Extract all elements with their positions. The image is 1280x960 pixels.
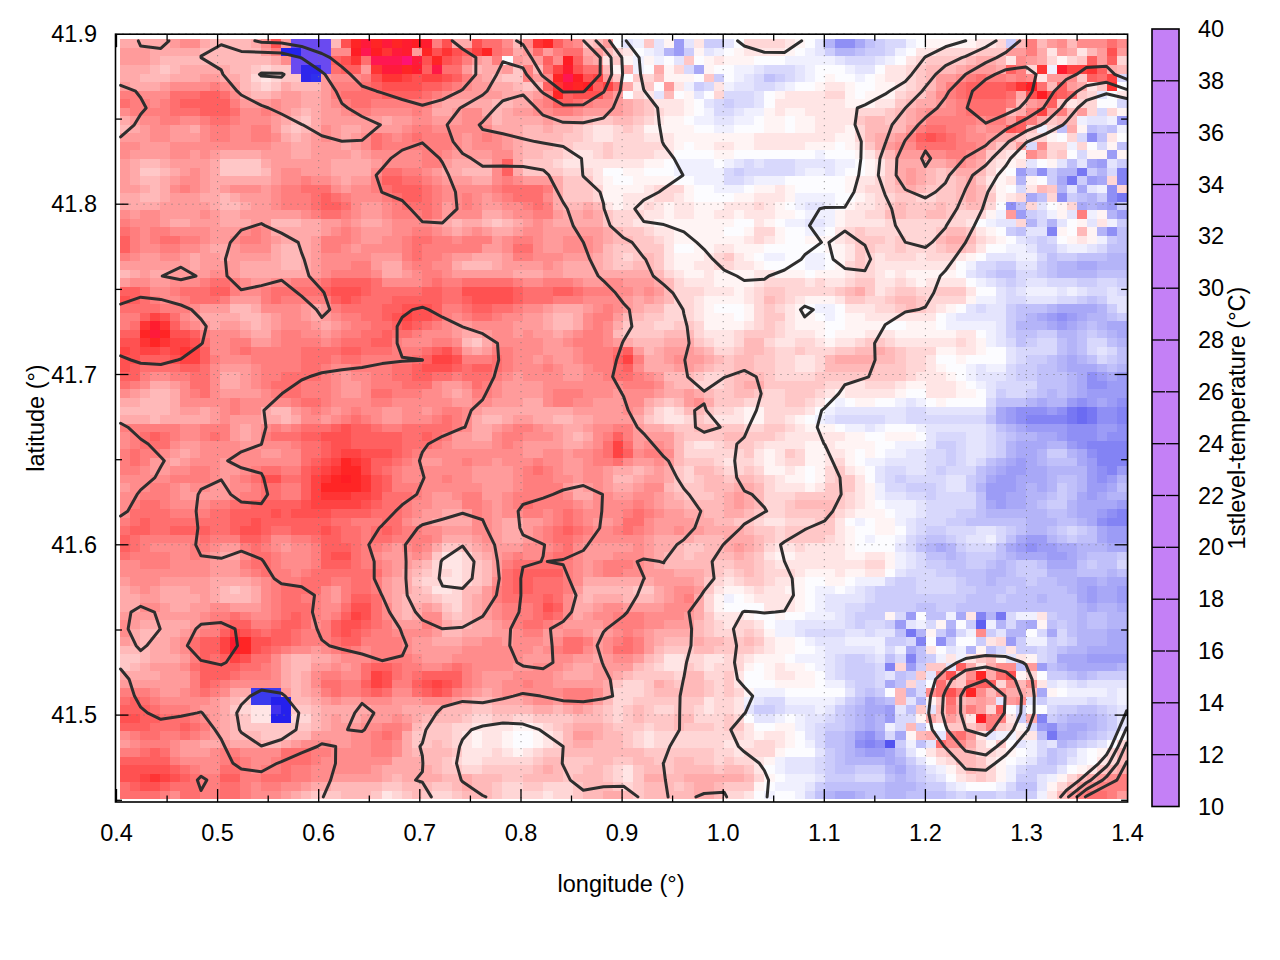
svg-text:1.2: 1.2 [909,820,942,846]
svg-text:10: 10 [1198,794,1224,820]
svg-text:16: 16 [1198,638,1224,664]
svg-text:longitude (°): longitude (°) [558,871,685,897]
svg-text:22: 22 [1198,483,1224,509]
svg-text:latitude (°): latitude (°) [23,364,49,471]
svg-text:41.8: 41.8 [51,191,97,217]
svg-text:1stlevel-temperature (°C): 1stlevel-temperature (°C) [1224,287,1250,550]
svg-text:36: 36 [1198,120,1224,146]
svg-text:18: 18 [1198,586,1224,612]
svg-text:41.5: 41.5 [51,702,97,728]
svg-text:26: 26 [1198,379,1224,405]
svg-text:32: 32 [1198,223,1224,249]
svg-text:41.9: 41.9 [51,21,97,47]
svg-text:1.1: 1.1 [808,820,841,846]
svg-text:38: 38 [1198,68,1224,94]
svg-text:28: 28 [1198,327,1224,353]
svg-text:0.4: 0.4 [100,820,133,846]
svg-text:0.6: 0.6 [302,820,335,846]
svg-text:1.4: 1.4 [1111,820,1144,846]
svg-text:41.7: 41.7 [51,362,97,388]
svg-text:14: 14 [1198,690,1224,716]
svg-text:12: 12 [1198,742,1224,768]
svg-text:0.9: 0.9 [606,820,639,846]
svg-text:1.3: 1.3 [1010,820,1043,846]
svg-text:1.0: 1.0 [707,820,740,846]
svg-text:0.5: 0.5 [201,820,234,846]
svg-text:41.6: 41.6 [51,532,97,558]
svg-text:24: 24 [1198,431,1224,457]
svg-text:20: 20 [1198,534,1224,560]
svg-text:30: 30 [1198,275,1224,301]
svg-text:40: 40 [1198,16,1224,42]
svg-text:0.8: 0.8 [505,820,538,846]
svg-text:34: 34 [1198,172,1224,198]
svg-text:0.7: 0.7 [403,820,436,846]
